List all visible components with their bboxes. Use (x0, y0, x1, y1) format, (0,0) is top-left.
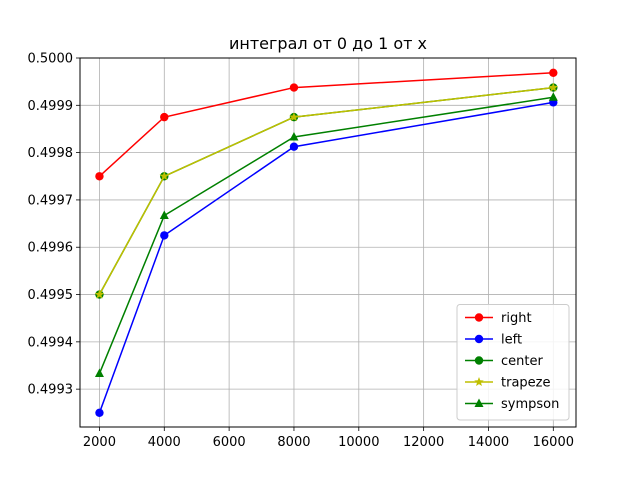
series-sympson (94, 92, 558, 378)
y-tick-label: 0.4993 (28, 383, 74, 398)
data-point-right (160, 112, 169, 122)
data-point-sympson (289, 132, 299, 141)
legend-label: trapeze (501, 376, 550, 391)
legend-item-sympson: sympson (465, 397, 559, 412)
grid (80, 57, 576, 427)
legend-box (456, 304, 570, 421)
y-tick-label: 0.4994 (28, 335, 74, 350)
data-point-left (289, 142, 299, 151)
legend-marker (474, 398, 484, 407)
legend-item-trapeze: trapeze (465, 376, 550, 391)
legend-marker (474, 356, 484, 365)
x-tick-label: 4000 (148, 435, 181, 450)
x-tick-label: 10000 (338, 435, 379, 450)
legend-item-left: left (465, 333, 522, 348)
series-line-trapeze (98, 86, 554, 295)
x-tick-label: 8000 (277, 435, 310, 450)
data-point-right (549, 68, 558, 77)
data-point-trapeze (159, 171, 170, 181)
legend-marker (474, 334, 484, 344)
axes: 2000 4000 6000 8000 10000 12000 14000 16000 0.49… (28, 52, 574, 451)
series-line-sympson (98, 96, 554, 374)
data-point-sympson (94, 368, 104, 378)
series-layer (94, 68, 559, 418)
legend-marker (474, 313, 484, 322)
legend-label: center (501, 354, 543, 369)
legend-item-right: right (465, 311, 532, 326)
data-point-trapeze (548, 82, 559, 92)
data-point-sympson (548, 92, 558, 101)
y-tick-label: 0.5000 (28, 52, 74, 67)
x-tick-label: 12000 (403, 435, 444, 450)
data-point-left (160, 231, 169, 240)
legend-label: right (501, 311, 532, 326)
x-tick-label: 14000 (468, 435, 509, 450)
legend: right left center trapeze sympson (456, 304, 570, 421)
legend-label: left (501, 333, 522, 348)
series-line-left (98, 101, 554, 414)
series-right (95, 68, 558, 181)
data-point-sympson (159, 210, 169, 220)
legend-marker (474, 377, 484, 387)
legend-label: sympson (501, 397, 559, 412)
data-point-right (289, 83, 299, 92)
data-point-trapeze (94, 289, 105, 299)
data-point-right (95, 172, 104, 181)
chart-title: интеграл от 0 до 1 от x (229, 34, 427, 53)
series-trapeze (94, 82, 559, 299)
plot-frame (79, 57, 577, 428)
y-tick-label: 0.4998 (28, 146, 74, 161)
y-tick-label: 0.4995 (28, 288, 74, 303)
data-point-trapeze (289, 112, 299, 122)
x-tick-label: 2000 (83, 435, 116, 450)
legend-item-center: center (465, 354, 543, 369)
data-point-left (95, 408, 104, 418)
x-tick-label: 6000 (213, 435, 246, 450)
y-tick-label: 0.4999 (28, 99, 74, 114)
series-line-right (98, 72, 554, 177)
x-tick-label: 16000 (533, 435, 574, 450)
y-tick-label: 0.4997 (28, 193, 74, 208)
y-tick-label: 0.4996 (28, 241, 74, 256)
